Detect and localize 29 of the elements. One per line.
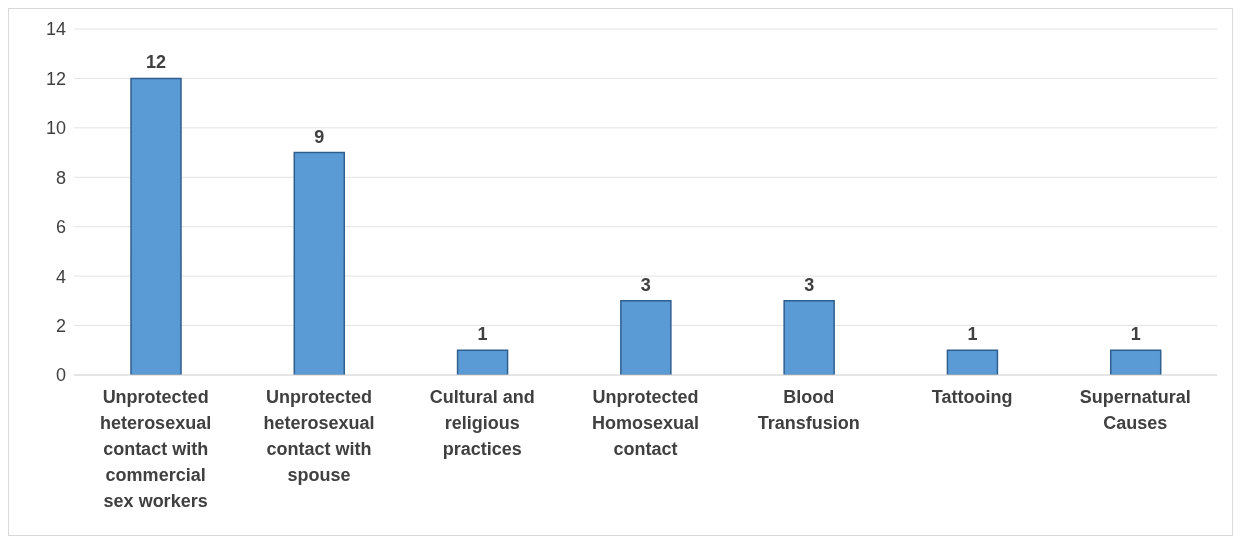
bar	[620, 300, 672, 375]
x-tick-label: Unprotected Homosexual contact	[591, 387, 700, 459]
y-tick-label: 8	[55, 167, 66, 188]
y-tick-label: 14	[45, 19, 66, 40]
data-label: 1	[477, 324, 488, 345]
data-label: 3	[640, 274, 651, 295]
x-tick-label: Unprotected heterosexual contact with spouse	[263, 387, 375, 485]
bar	[456, 349, 509, 375]
y-tick-label: 6	[55, 217, 66, 238]
data-label: 9	[314, 126, 325, 147]
bar	[293, 151, 346, 375]
data-label: 1	[967, 324, 978, 345]
bar	[1109, 349, 1162, 375]
data-label: 12	[145, 52, 167, 73]
y-tick-label: 10	[45, 118, 66, 139]
x-tick-label: Tattooing	[931, 387, 1013, 407]
x-tick-label: Supernatural Causes	[1079, 387, 1191, 433]
x-tick-label: Cultural and religious practices	[429, 387, 535, 459]
data-label: 3	[804, 274, 815, 295]
y-tick-label: 4	[55, 266, 66, 287]
bar	[130, 77, 182, 375]
y-tick-label: 0	[55, 365, 66, 386]
data-label: 1	[1130, 324, 1141, 345]
x-tick-label: Blood Transfusion	[757, 387, 860, 433]
y-tick-label: 2	[55, 315, 66, 336]
y-tick-label: 12	[45, 68, 66, 89]
bar	[946, 349, 999, 375]
bar	[783, 300, 835, 375]
x-tick-label: Unprotected heterosexual contact with commercial sex workers	[100, 387, 212, 511]
